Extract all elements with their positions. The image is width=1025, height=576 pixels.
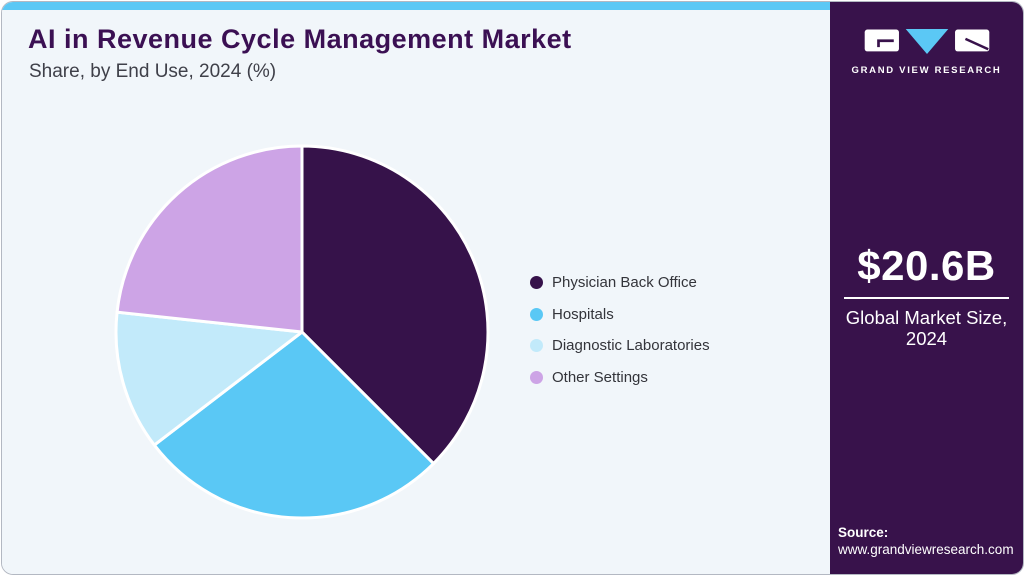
pie-slice-hospitals bbox=[152, 330, 436, 520]
market-size-divider bbox=[844, 297, 1009, 299]
market-size-label: Global Market Size, 2024 bbox=[830, 307, 1023, 349]
sidebar: GRAND VIEW RESEARCH $20.6B Global Market… bbox=[830, 2, 1023, 574]
pie-slice-diagnostic-laboratories bbox=[114, 310, 304, 447]
legend-item-other-settings: Other Settings bbox=[530, 368, 710, 386]
page-title: AI in Revenue Cycle Management Market bbox=[28, 24, 572, 54]
legend-item-physician-back-office: Physician Back Office bbox=[530, 274, 710, 291]
pie-slice-other-settings bbox=[115, 144, 304, 334]
pie-chart bbox=[114, 144, 490, 520]
chart-panel: AI in Revenue Cycle Management Market Sh… bbox=[2, 2, 830, 574]
logo-g-notch bbox=[876, 39, 894, 48]
market-size-block: $20.6B Global Market Size, 2024 bbox=[830, 242, 1023, 349]
legend-swatch-other-settings bbox=[530, 370, 543, 384]
gvr-logo-icon bbox=[864, 29, 989, 54]
legend-item-diagnostic-laboratories: Diagnostic Laboratories bbox=[530, 337, 710, 354]
page-subtitle: Share, by End Use, 2024 (%) bbox=[29, 61, 277, 82]
source-url: www.grandviewresearch.com bbox=[838, 541, 1014, 557]
logo-triangle-v bbox=[905, 29, 948, 54]
market-size-value: $20.6B bbox=[857, 242, 996, 289]
logo-r-notch bbox=[964, 37, 989, 51]
legend-label: Other Settings bbox=[552, 368, 648, 386]
legend-swatch-diagnostic-laboratories bbox=[530, 339, 543, 352]
legend-label: Diagnostic Laboratories bbox=[552, 337, 710, 354]
brand-logo: GRAND VIEW RESEARCH bbox=[830, 28, 1023, 76]
legend-swatch-physician-back-office bbox=[530, 276, 543, 289]
market-size-label-line2: 2024 bbox=[905, 328, 948, 349]
top-accent-bar bbox=[2, 2, 830, 10]
pie-slice-physician-back-office bbox=[300, 144, 490, 466]
legend-label: Hospitals bbox=[552, 305, 614, 323]
brand-name: GRAND VIEW RESEARCH bbox=[851, 65, 1002, 76]
source-block: Source: www.grandviewresearch.com bbox=[838, 525, 1014, 558]
chart-legend: Physician Back Office Hospitals Diagnostic… bbox=[530, 274, 710, 386]
legend-swatch-hospitals bbox=[530, 307, 543, 321]
source-label: Source: bbox=[838, 525, 889, 540]
market-size-label-line1: Global Market Size, bbox=[845, 307, 1008, 328]
legend-label: Physician Back Office bbox=[552, 274, 697, 291]
legend-item-hospitals: Hospitals bbox=[530, 305, 710, 323]
